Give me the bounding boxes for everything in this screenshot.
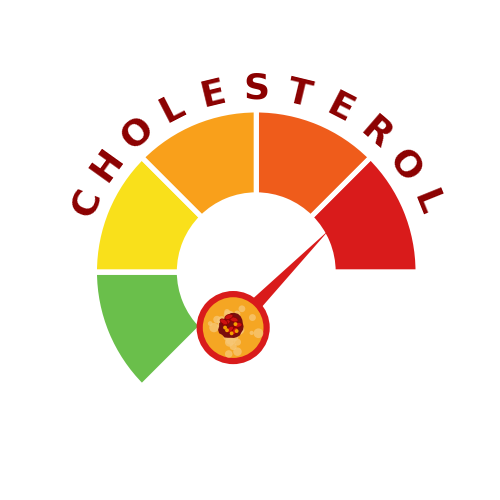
Text: L: L — [154, 88, 190, 130]
Circle shape — [196, 291, 270, 364]
Circle shape — [230, 334, 238, 342]
Ellipse shape — [220, 319, 228, 324]
Text: O: O — [382, 143, 428, 188]
Text: H: H — [85, 143, 130, 188]
Ellipse shape — [222, 320, 230, 326]
Circle shape — [214, 316, 220, 324]
Text: S: S — [243, 72, 270, 106]
Circle shape — [228, 311, 234, 318]
Text: C: C — [66, 184, 108, 222]
Circle shape — [226, 334, 236, 345]
Circle shape — [230, 332, 234, 336]
Text: O: O — [114, 110, 160, 156]
Ellipse shape — [225, 314, 233, 320]
Wedge shape — [142, 110, 256, 218]
Circle shape — [234, 329, 238, 333]
Circle shape — [229, 324, 234, 329]
Circle shape — [233, 348, 241, 356]
Wedge shape — [310, 158, 418, 272]
Text: T: T — [284, 74, 315, 114]
Polygon shape — [218, 313, 244, 338]
Circle shape — [234, 322, 237, 326]
Circle shape — [224, 334, 230, 340]
Circle shape — [230, 343, 236, 350]
Circle shape — [228, 322, 234, 328]
Circle shape — [234, 326, 241, 334]
Circle shape — [224, 309, 230, 314]
Ellipse shape — [226, 326, 234, 332]
Circle shape — [236, 328, 243, 335]
Polygon shape — [229, 230, 330, 335]
Circle shape — [234, 310, 240, 317]
Circle shape — [224, 324, 231, 330]
Circle shape — [236, 326, 244, 334]
Ellipse shape — [232, 328, 238, 335]
Circle shape — [234, 338, 241, 345]
Circle shape — [250, 331, 254, 335]
Circle shape — [203, 297, 264, 358]
Circle shape — [217, 316, 226, 326]
Circle shape — [208, 321, 212, 326]
Circle shape — [224, 310, 232, 320]
Ellipse shape — [234, 322, 242, 327]
Circle shape — [225, 350, 232, 358]
Text: R: R — [354, 112, 398, 156]
Text: E: E — [321, 88, 358, 130]
Circle shape — [210, 323, 218, 332]
Wedge shape — [94, 272, 202, 386]
Circle shape — [254, 328, 264, 338]
Circle shape — [217, 321, 227, 331]
Text: L: L — [406, 186, 446, 220]
Text: E: E — [197, 74, 230, 114]
Wedge shape — [256, 110, 370, 218]
Circle shape — [226, 316, 232, 322]
Circle shape — [238, 306, 246, 312]
Wedge shape — [94, 158, 202, 272]
Circle shape — [225, 338, 234, 346]
Circle shape — [249, 314, 256, 321]
Circle shape — [223, 326, 227, 330]
Circle shape — [226, 324, 232, 330]
Wedge shape — [180, 195, 333, 326]
Ellipse shape — [230, 317, 238, 322]
Circle shape — [232, 324, 239, 332]
Circle shape — [225, 328, 229, 332]
